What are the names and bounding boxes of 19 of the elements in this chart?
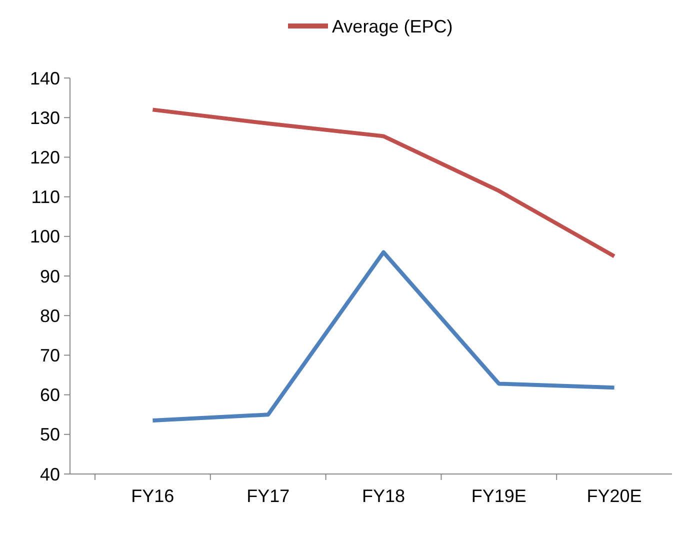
y-tick-label: 130 bbox=[30, 108, 60, 128]
x-tick-label: FY17 bbox=[246, 486, 290, 506]
x-tick-label: FY18 bbox=[362, 486, 406, 506]
y-tick-label: 40 bbox=[40, 464, 60, 484]
y-tick-label: 50 bbox=[40, 424, 60, 445]
y-tick-label: 140 bbox=[30, 68, 60, 88]
y-tick-label: 80 bbox=[40, 306, 60, 326]
y-tick-label: 100 bbox=[30, 226, 60, 247]
line-series bbox=[150, 108, 616, 258]
y-tick-label: 120 bbox=[30, 148, 60, 168]
line-series bbox=[150, 250, 616, 423]
y-tick-label: 70 bbox=[40, 346, 60, 366]
legend-label: Average (EPC) bbox=[332, 16, 453, 36]
x-tick-label: FY20E bbox=[586, 486, 642, 506]
x-tick-label: FY19E bbox=[471, 486, 526, 506]
y-tick-label: 110 bbox=[31, 187, 60, 208]
y-tick-label: 60 bbox=[40, 385, 60, 406]
x-tick-label: FY16 bbox=[131, 486, 174, 506]
y-tick-label: 90 bbox=[40, 266, 60, 286]
